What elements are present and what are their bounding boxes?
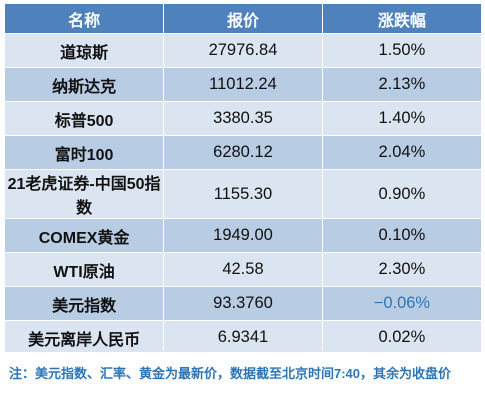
- row-price: 6.9341: [163, 320, 323, 354]
- row-price: 6280.12: [163, 135, 323, 170]
- row-name: COMEX黄金: [5, 218, 165, 253]
- table-row: 21老虎证券-中国50指数 1155.30 0.90%: [5, 169, 481, 219]
- market-quotes-table: 名称 报价 涨跌幅 道琼斯 27976.84 1.50% 纳斯达克 11012.…: [5, 4, 481, 354]
- table-row: 美元指数 93.3760 −0.06%: [5, 286, 481, 321]
- row-change: 1.50%: [322, 33, 481, 68]
- table-header-row: 名称 报价 涨跌幅: [5, 4, 481, 34]
- row-name: 美元指数: [5, 286, 165, 321]
- row-name: WTI原油: [5, 252, 165, 287]
- table-row: COMEX黄金 1949.00 0.10%: [5, 218, 481, 253]
- row-price: 1949.00: [163, 218, 323, 253]
- row-change: 0.10%: [322, 218, 481, 253]
- row-change: −0.06%: [322, 286, 481, 321]
- table-row: 道琼斯 27976.84 1.50%: [5, 33, 481, 68]
- row-name: 道琼斯: [5, 33, 165, 68]
- row-change: 0.90%: [322, 169, 481, 219]
- table-row: 标普500 3380.35 1.40%: [5, 101, 481, 136]
- row-price: 1155.30: [163, 169, 323, 219]
- row-price: 42.58: [163, 252, 323, 287]
- table-row: 富时100 6280.12 2.04%: [5, 135, 481, 170]
- row-price: 11012.24: [163, 67, 323, 102]
- row-price: 3380.35: [163, 101, 323, 136]
- table-row: WTI原油 42.58 2.30%: [5, 252, 481, 287]
- row-name: 美元离岸人民币: [5, 320, 165, 354]
- row-change: 2.13%: [322, 67, 481, 102]
- column-header-name: 名称: [5, 4, 165, 34]
- row-name: 纳斯达克: [5, 67, 165, 102]
- footnote: 注：美元指数、汇率、黄金为最新价，数据截至北京时间7:40，其余为收盘价: [5, 350, 481, 394]
- row-price: 93.3760: [163, 286, 323, 321]
- table-row: 纳斯达克 11012.24 2.13%: [5, 67, 481, 102]
- row-name: 富时100: [5, 135, 165, 170]
- row-name: 标普500: [5, 101, 165, 136]
- row-change: 2.04%: [322, 135, 481, 170]
- row-change: 1.40%: [322, 101, 481, 136]
- row-price: 27976.84: [163, 33, 323, 68]
- row-change: 0.02%: [322, 320, 481, 354]
- row-change: 2.30%: [322, 252, 481, 287]
- row-name: 21老虎证券-中国50指数: [5, 169, 165, 219]
- column-header-price: 报价: [163, 4, 323, 34]
- table-row: 美元离岸人民币 6.9341 0.02%: [5, 320, 481, 354]
- column-header-change: 涨跌幅: [322, 4, 481, 34]
